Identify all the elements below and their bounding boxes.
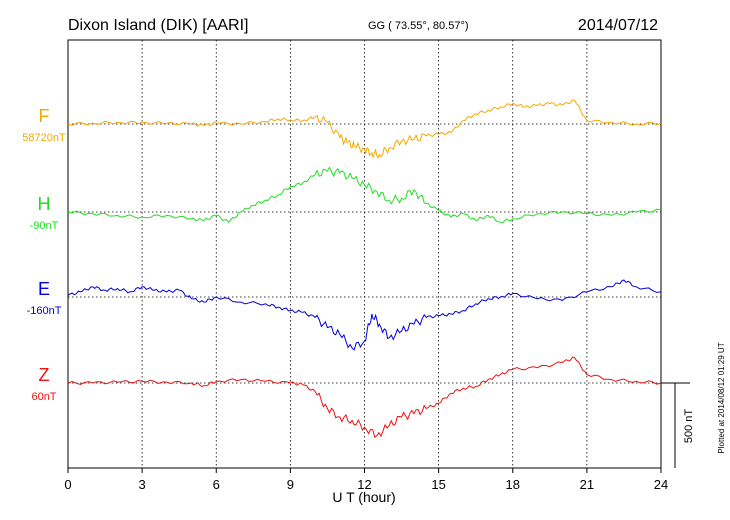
scale-bar: 500 nT	[661, 382, 695, 468]
x-tick-label: 9	[287, 477, 294, 492]
x-tick-label: 6	[213, 477, 220, 492]
plotted-at-note: Plotted at 2014/08/12 01:29 UT	[717, 342, 726, 453]
series-line-f	[67, 99, 662, 160]
x-tick-label: 15	[431, 477, 445, 492]
plot-date: 2014/07/12	[578, 17, 658, 34]
x-tick-label: 21	[580, 477, 594, 492]
series-baseline-value-e: -160nT	[27, 305, 62, 317]
series-baseline-value-h: -90nT	[30, 220, 59, 232]
x-tick-label: 3	[139, 477, 146, 492]
series-name-e: E	[38, 279, 50, 299]
x-axis-ticks: 0 3 6 9 12 15 18 21 24	[64, 468, 668, 492]
grid-lines	[141, 40, 588, 468]
series-line-h	[67, 166, 662, 224]
station-title: Dixon Island (DIK) [AARI]	[68, 17, 249, 34]
series-labels: F 58720nT H -90nT E -160nT Z 60nT	[22, 106, 66, 403]
x-axis-label: U T (hour)	[332, 489, 395, 505]
series-lines	[67, 99, 662, 439]
x-tick-label: 24	[654, 477, 668, 492]
series-baseline-value-z: 60nT	[31, 391, 56, 403]
series-baselines	[68, 123, 661, 384]
x-tick-label: 18	[506, 477, 520, 492]
series-name-f: F	[39, 106, 50, 126]
x-tick-label: 0	[64, 477, 71, 492]
series-line-e	[67, 279, 662, 351]
series-name-z: Z	[39, 365, 50, 385]
series-baseline-value-f: 58720nT	[22, 132, 66, 144]
series-name-h: H	[38, 194, 51, 214]
station-coordinates: GG ( 73.55°, 80.57°)	[368, 20, 469, 32]
scale-bar-label: 500 nT	[683, 409, 695, 444]
x-tick-label: 12	[357, 477, 371, 492]
series-line-z	[67, 356, 662, 439]
